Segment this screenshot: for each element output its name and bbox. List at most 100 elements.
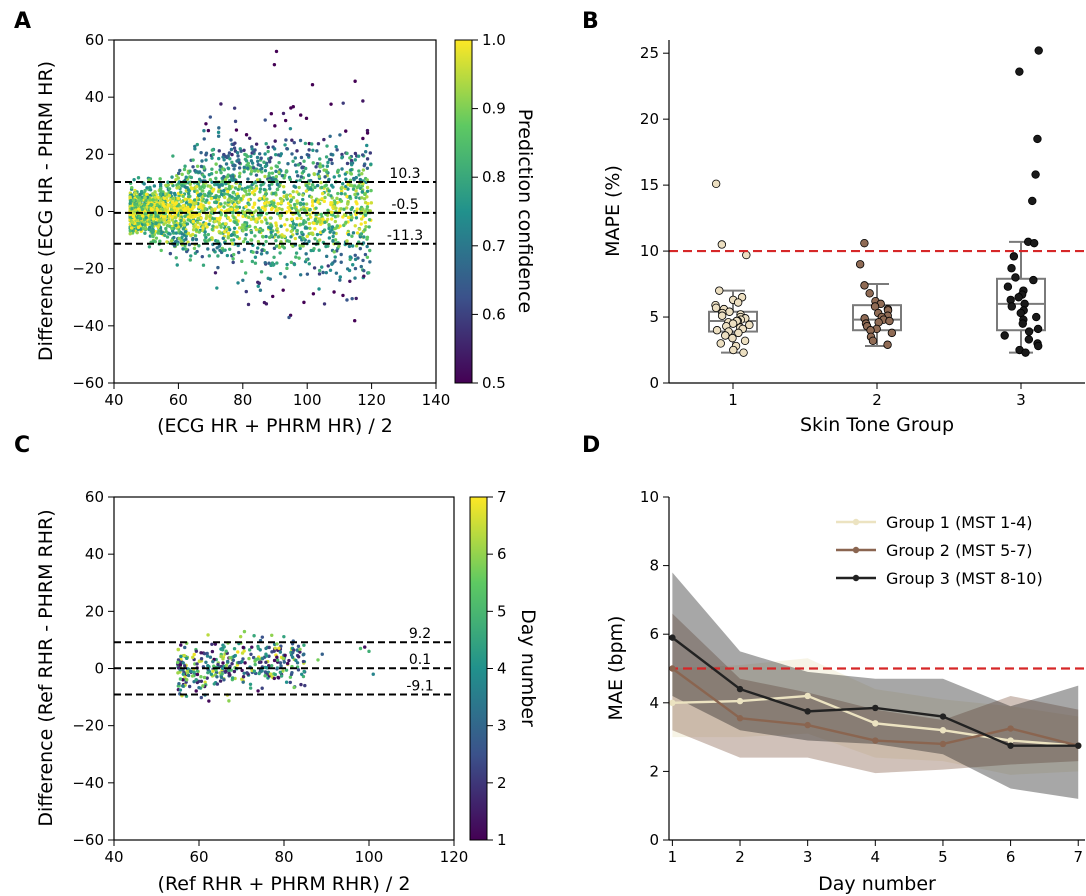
panel-a-point [285,169,289,174]
panel-d-y-tick-label: 2 [649,762,659,780]
panel-a-point [141,214,145,218]
panel-a-point [165,240,169,244]
panel-a-point [283,275,287,279]
panel-a-point [285,217,289,222]
panel-a-point [183,197,187,201]
panel-a-point [293,185,298,189]
panel-a-point [368,248,372,253]
panel-a-point [357,184,361,188]
panel-a-point [259,252,264,256]
panel-a-point [290,152,294,156]
panel-a-point [308,215,313,219]
panel-c-point [260,686,264,690]
panel-a-point [301,197,305,202]
panel-a-point [210,207,214,211]
panel-a-point [265,221,269,225]
panel-a-point [260,220,264,224]
panel-a-point [369,188,373,193]
panel-d-point [939,727,947,734]
panel-a-point [350,244,355,248]
panel-a-point [363,192,367,197]
panel-c-point [195,669,200,673]
panel-a-point [237,200,241,204]
panel-a-point [331,234,335,239]
panel-d-point [669,699,676,706]
panel-a-point [268,160,272,164]
panel-a-point [271,191,276,196]
panel-a-point [310,142,314,146]
panel-a-point [299,216,303,221]
panel-a-point [233,186,238,190]
panel-a-point [196,182,200,186]
panel-a-point [258,190,262,194]
panel-a-point [131,214,136,219]
panel-a-point [162,196,167,200]
panel-c-point [224,649,228,653]
panel-a-point [162,222,166,226]
panel-d-x-axis-label: Day number [818,873,936,895]
panel-c-point [219,675,224,680]
panel-a-point [274,164,278,168]
panel-a-point [178,168,182,173]
panel-a-point [269,156,273,160]
panel-b-x-axis-label: Skin Tone Group [800,414,954,436]
panel-b-point [739,348,748,357]
panel-a-point [349,168,353,172]
panel-a-point [232,167,236,171]
panel-a-reference-label: -11.3 [387,228,423,244]
panel-a-colorbar-tick-label: 0.7 [482,237,506,255]
panel-a-point [268,187,272,191]
panel-a-point [226,231,231,236]
panel-a-point [145,222,150,227]
panel-a-point [245,166,250,170]
panel-a-point [174,201,179,205]
panel-a-point [294,255,298,259]
panel-b-point [1018,319,1027,328]
panel-a-point [311,198,315,203]
panel-a-point [158,182,163,186]
panel-a-point [273,124,277,128]
panel-a-point [232,216,236,220]
panel-a-point [312,172,316,176]
panel-a-point [259,183,263,187]
panel-a-point [276,235,281,239]
panel-a-point [334,271,339,275]
panel-a-point [256,246,260,250]
panel-a-point [242,188,247,193]
panel-b-point [1024,335,1034,344]
panel-a-point [281,184,286,189]
panel-a-point [211,248,216,252]
panel-c-point [201,684,205,688]
panel-a-point [253,261,258,265]
panel-a-point [292,202,297,207]
panel-c-point [279,674,284,678]
panel-a-point [360,190,365,194]
panel-a-point [235,235,240,239]
panel-a-point [246,177,250,181]
panel-a-point [350,216,354,220]
panel-a-point [186,231,191,235]
panel-a-point [167,187,172,191]
panel-a-point [355,207,359,211]
panel-c-point [187,684,192,689]
panel-a-point [317,174,321,179]
panel-b-point [883,340,892,349]
panel-a-point [302,159,306,163]
panel-a-point [275,187,280,192]
panel-a-point [239,149,243,153]
panel-a-point [236,281,240,285]
panel-a-point [304,116,309,121]
panel-a-point [365,207,369,211]
panel-a-point [322,137,326,142]
panel-b-point [1007,264,1016,273]
panel-a-point [333,238,338,242]
panel-a-point [216,239,220,243]
panel-a-point [326,208,330,212]
panel-a-point [272,147,277,151]
panel-c-point [269,663,274,668]
panel-b-point [729,345,738,355]
panel-a-point [147,245,152,249]
panel-a-point [326,160,330,165]
panel-c-point [275,642,279,646]
panel-a-point [353,192,357,197]
